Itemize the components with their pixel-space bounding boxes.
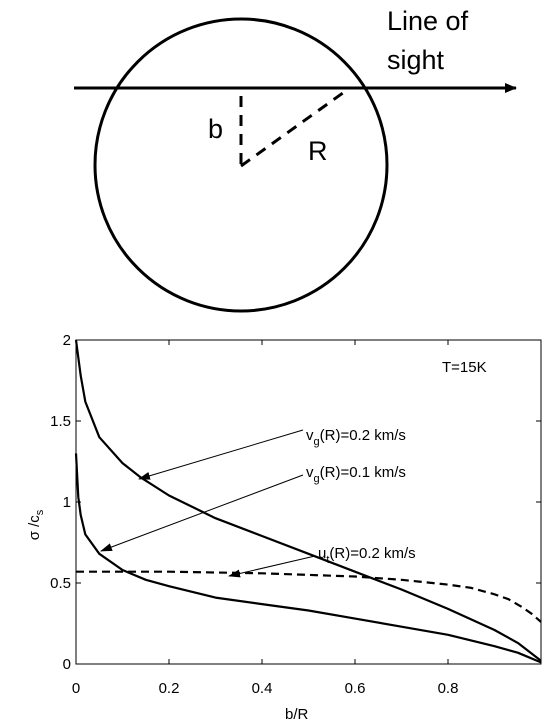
label-vg-0.1-sub: g — [314, 473, 320, 485]
line-of-sight-label-1: Line of — [387, 6, 469, 36]
y-ticks: 0 0.5 1 1.5 2 — [50, 332, 541, 673]
series-line-1 — [74, 453, 542, 664]
b-label: b — [208, 114, 223, 144]
plot-frame — [75, 339, 542, 665]
circle-diagram: Line of sight b R — [74, 6, 517, 313]
arrow-vg-0.2 — [138, 429, 304, 480]
series-line-2 — [76, 570, 542, 623]
arrow-ut-0.2 — [228, 555, 316, 578]
label-ut-0.2-base: u — [318, 545, 326, 562]
svg-text:vg(R)=0.2 km/s: vg(R)=0.2 km/s — [306, 427, 406, 448]
cloud-circle — [93, 17, 389, 313]
y-tick-label: 0 — [63, 656, 71, 673]
x-tick-label: 0.8 — [438, 680, 459, 697]
radius-line — [240, 88, 348, 168]
series-line-0 — [74, 339, 542, 662]
series-label-ut-0.2: ut(R)=0.2 km/s — [228, 545, 416, 578]
label-ut-0.2-sub: t — [326, 554, 329, 566]
y-tick-label: 2 — [63, 332, 71, 349]
x-tick-label: 0.4 — [252, 680, 273, 697]
y-axis-label: σ /cs — [26, 509, 46, 540]
label-vg-0.2-sub: g — [314, 436, 320, 448]
label-ut-0.2-rest: (R)=0.2 km/s — [329, 545, 415, 562]
y-tick-label: 1.5 — [50, 413, 71, 430]
y-tick-label: 1 — [63, 494, 71, 511]
x-tick-label: 0.2 — [159, 680, 180, 697]
r-label: R — [308, 136, 328, 166]
annotation-temperature: T=15K — [442, 359, 487, 376]
x-tick-label: 0 — [72, 680, 80, 697]
line-of-sight-label-2: sight — [387, 45, 445, 75]
arrow-vg-0.1 — [100, 474, 304, 552]
y-tick-label: 0.5 — [50, 575, 71, 592]
x-tick-label: 0.6 — [345, 680, 366, 697]
svg-text:vg(R)=0.1 km/s: vg(R)=0.1 km/s — [306, 464, 406, 485]
series-layer — [74, 339, 542, 664]
x-axis-label: b/R — [285, 706, 309, 723]
x-ticks: 0 0.2 0.4 0.6 0.8 — [72, 340, 459, 697]
label-vg-0.1-rest: (R)=0.1 km/s — [320, 464, 406, 481]
series-label-vg-0.1: vg(R)=0.1 km/s — [100, 464, 406, 552]
sigma-chart: 0 0.2 0.4 0.6 0.8 00.511.52 T=15K b/R σ /cs … — [26, 332, 542, 723]
label-vg-0.2-base: v — [306, 427, 314, 444]
svg-text:ut(R)=0.2 km/s: ut(R)=0.2 km/s — [318, 545, 416, 566]
series-label-vg-0.2: vg(R)=0.2 km/s — [138, 427, 406, 480]
label-vg-0.1-base: v — [306, 464, 314, 481]
label-vg-0.2-rest: (R)=0.2 km/s — [320, 427, 406, 444]
